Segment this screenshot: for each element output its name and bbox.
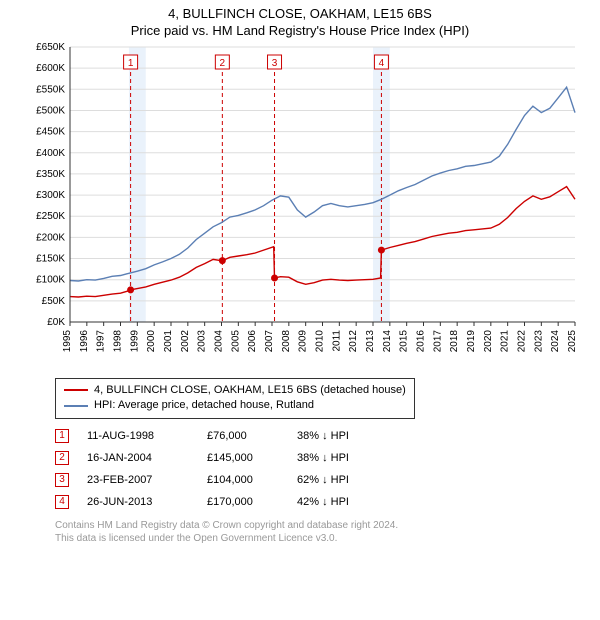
legend-swatch (64, 389, 88, 391)
x-tick-label: 2023 (533, 329, 544, 352)
legend-swatch (64, 405, 88, 407)
x-tick-label: 2013 (365, 329, 376, 352)
x-tick-label: 2002 (180, 329, 191, 352)
series-marker (219, 257, 226, 264)
chart-area: £0K £50K £100K £150K £200K £250K £300K £350K £40… (20, 42, 580, 372)
x-tick-label: 2021 (500, 329, 511, 352)
legend-item: HPI: Average price, detached house, Rutl… (64, 398, 406, 413)
x-tick-label: 1998 (113, 329, 124, 352)
event-marker-number: 4 (379, 58, 385, 69)
x-tick-label: 2008 (281, 329, 292, 352)
x-tick-label: 2016 (416, 329, 427, 352)
transaction-marker: 3 (55, 473, 69, 487)
x-tick-label: 1995 (62, 329, 73, 352)
page-root: 4, BULLFINCH CLOSE, OAKHAM, LE15 6BS Pri… (0, 0, 600, 549)
price-chart: £0K £50K £100K £150K £200K £250K £300K £350K £40… (20, 42, 580, 372)
transaction-price: £170,000 (207, 496, 297, 508)
transaction-price: £76,000 (207, 430, 297, 442)
x-tick-label: 2020 (483, 329, 494, 352)
year-band (129, 47, 146, 322)
legend: 4, BULLFINCH CLOSE, OAKHAM, LE15 6BS (de… (55, 378, 415, 419)
y-tick-label: £450K (36, 126, 65, 137)
transaction-price: £104,000 (207, 474, 297, 486)
event-marker-number: 1 (128, 58, 134, 69)
transaction-date: 16-JAN-2004 (87, 452, 207, 464)
series-marker (127, 286, 134, 293)
y-tick-label: £250K (36, 211, 65, 222)
transactions-table: 1 11-AUG-1998£76,00038% ↓ HPI 2 16-JAN-2004… (55, 425, 590, 513)
y-tick-label: £0K (47, 317, 65, 328)
transaction-delta: 38% ↓ HPI (297, 430, 387, 442)
transaction-date: 26-JUN-2013 (87, 496, 207, 508)
transaction-marker: 4 (55, 495, 69, 509)
y-tick-label: £150K (36, 253, 65, 264)
x-tick-label: 2012 (348, 329, 359, 352)
x-tick-label: 1997 (96, 329, 107, 352)
x-tick-label: 2011 (331, 329, 342, 351)
x-tick-label: 2004 (214, 329, 225, 352)
attribution: Contains HM Land Registry data © Crown c… (55, 519, 590, 545)
x-tick-label: 2010 (315, 329, 326, 352)
x-tick-label: 2005 (230, 329, 241, 352)
legend-label: 4, BULLFINCH CLOSE, OAKHAM, LE15 6BS (de… (94, 383, 406, 398)
y-tick-label: £50K (42, 296, 66, 307)
chart-title-block: 4, BULLFINCH CLOSE, OAKHAM, LE15 6BS Pri… (10, 6, 590, 40)
legend-item: 4, BULLFINCH CLOSE, OAKHAM, LE15 6BS (de… (64, 383, 406, 398)
event-marker-number: 3 (272, 58, 278, 69)
y-tick-label: £400K (36, 148, 65, 159)
x-tick-label: 2022 (517, 329, 528, 352)
x-tick-label: 2001 (163, 329, 174, 352)
transaction-row: 2 16-JAN-2004£145,00038% ↓ HPI (55, 447, 590, 469)
x-tick-label: 2003 (197, 329, 208, 352)
x-tick-label: 2018 (449, 329, 460, 352)
event-marker-number: 2 (220, 58, 226, 69)
x-tick-label: 2007 (264, 329, 275, 352)
transaction-delta: 38% ↓ HPI (297, 452, 387, 464)
transaction-date: 23-FEB-2007 (87, 474, 207, 486)
transaction-marker: 2 (55, 451, 69, 465)
x-tick-label: 2014 (382, 329, 393, 352)
y-tick-label: £100K (36, 274, 65, 285)
y-tick-label: £650K (36, 42, 65, 53)
y-tick-label: £500K (36, 105, 65, 116)
legend-label: HPI: Average price, detached house, Rutl… (94, 398, 314, 413)
transaction-row: 3 23-FEB-2007£104,00062% ↓ HPI (55, 469, 590, 491)
transaction-marker: 1 (55, 429, 69, 443)
x-tick-label: 1999 (129, 329, 140, 352)
chart-title-address: 4, BULLFINCH CLOSE, OAKHAM, LE15 6BS (10, 6, 590, 23)
transaction-delta: 62% ↓ HPI (297, 474, 387, 486)
x-tick-label: 2019 (466, 329, 477, 352)
x-tick-label: 2000 (146, 329, 157, 352)
x-tick-label: 2025 (567, 329, 578, 352)
x-tick-label: 2015 (399, 329, 410, 352)
x-tick-label: 1996 (79, 329, 90, 352)
y-tick-label: £200K (36, 232, 65, 243)
transaction-row: 4 26-JUN-2013£170,00042% ↓ HPI (55, 491, 590, 513)
transaction-delta: 42% ↓ HPI (297, 496, 387, 508)
chart-title-subtitle: Price paid vs. HM Land Registry's House … (10, 23, 590, 40)
y-tick-label: £350K (36, 169, 65, 180)
transaction-price: £145,000 (207, 452, 297, 464)
x-tick-label: 2009 (298, 329, 309, 352)
y-tick-label: £600K (36, 63, 65, 74)
transaction-date: 11-AUG-1998 (87, 430, 207, 442)
x-tick-label: 2006 (247, 329, 258, 352)
attribution-line-2: This data is licensed under the Open Gov… (55, 532, 590, 545)
series-marker (271, 274, 278, 281)
transaction-row: 1 11-AUG-1998£76,00038% ↓ HPI (55, 425, 590, 447)
y-tick-label: £300K (36, 190, 65, 201)
x-tick-label: 2017 (432, 329, 443, 352)
series-marker (378, 246, 385, 253)
x-tick-label: 2024 (550, 329, 561, 352)
attribution-line-1: Contains HM Land Registry data © Crown c… (55, 519, 590, 532)
y-tick-label: £550K (36, 84, 65, 95)
